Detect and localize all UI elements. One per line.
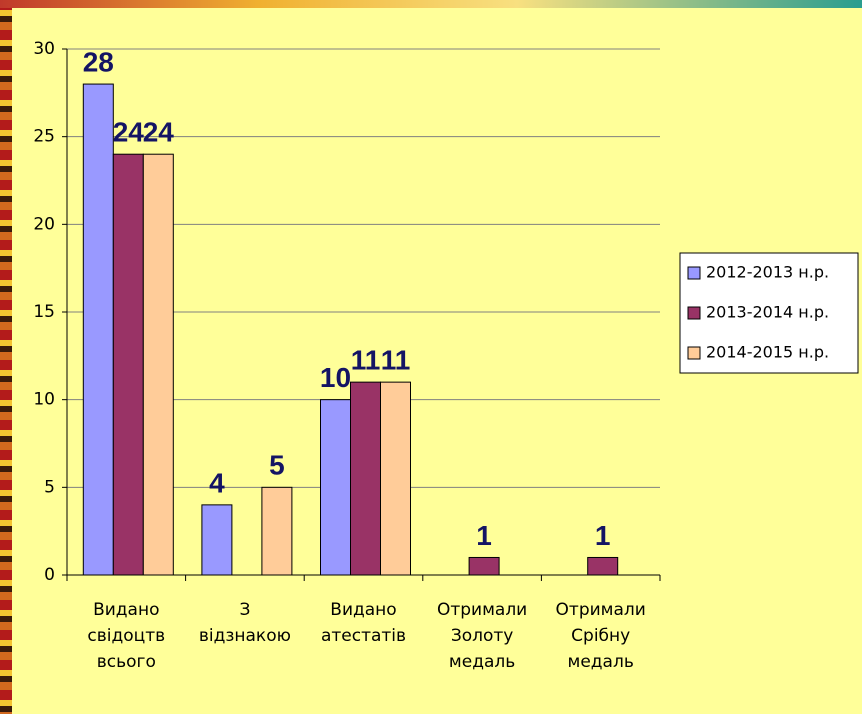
legend-label: 2012-2013 н.р.	[706, 263, 829, 282]
legend-label: 2014-2015 н.р.	[706, 343, 829, 362]
bar	[469, 557, 499, 575]
bar	[262, 487, 292, 575]
y-tick-label: 20	[33, 214, 55, 234]
legend-label: 2013-2014 н.р.	[706, 303, 829, 322]
bar	[202, 505, 232, 575]
y-tick-label: 25	[33, 127, 55, 147]
bar	[588, 557, 618, 575]
x-tick-label: Видано атестатів	[305, 597, 423, 649]
bar	[113, 154, 143, 575]
bar	[351, 382, 381, 575]
data-label: 11	[351, 345, 381, 376]
legend-swatch	[688, 307, 700, 319]
y-tick-label: 10	[33, 390, 55, 410]
data-label: 1	[595, 520, 611, 551]
data-label: 24	[113, 117, 145, 148]
page: 05101520253028242445101111112012-2013 н.…	[0, 0, 862, 714]
bar	[143, 154, 173, 575]
data-label: 24	[143, 117, 175, 148]
bar	[83, 84, 113, 575]
bar	[381, 382, 411, 575]
data-label: 5	[269, 450, 285, 481]
data-label: 28	[83, 46, 114, 77]
data-label: 4	[209, 467, 225, 498]
y-tick-label: 5	[44, 477, 55, 497]
y-tick-label: 0	[44, 565, 55, 585]
data-label: 11	[381, 345, 411, 376]
bar	[321, 400, 351, 575]
data-label: 10	[320, 362, 351, 393]
legend-swatch	[688, 267, 700, 279]
y-tick-label: 15	[33, 302, 55, 322]
x-tick-label: З відзнакою	[186, 597, 304, 649]
y-tick-label: 30	[33, 39, 55, 59]
x-tick-label: Отримали Срібну медаль	[542, 597, 660, 675]
x-tick-label: Отримали Золоту медаль	[423, 597, 541, 675]
legend-swatch	[688, 347, 700, 359]
x-tick-label: Видано свідоцтв всього	[67, 597, 185, 675]
data-label: 1	[476, 520, 492, 551]
